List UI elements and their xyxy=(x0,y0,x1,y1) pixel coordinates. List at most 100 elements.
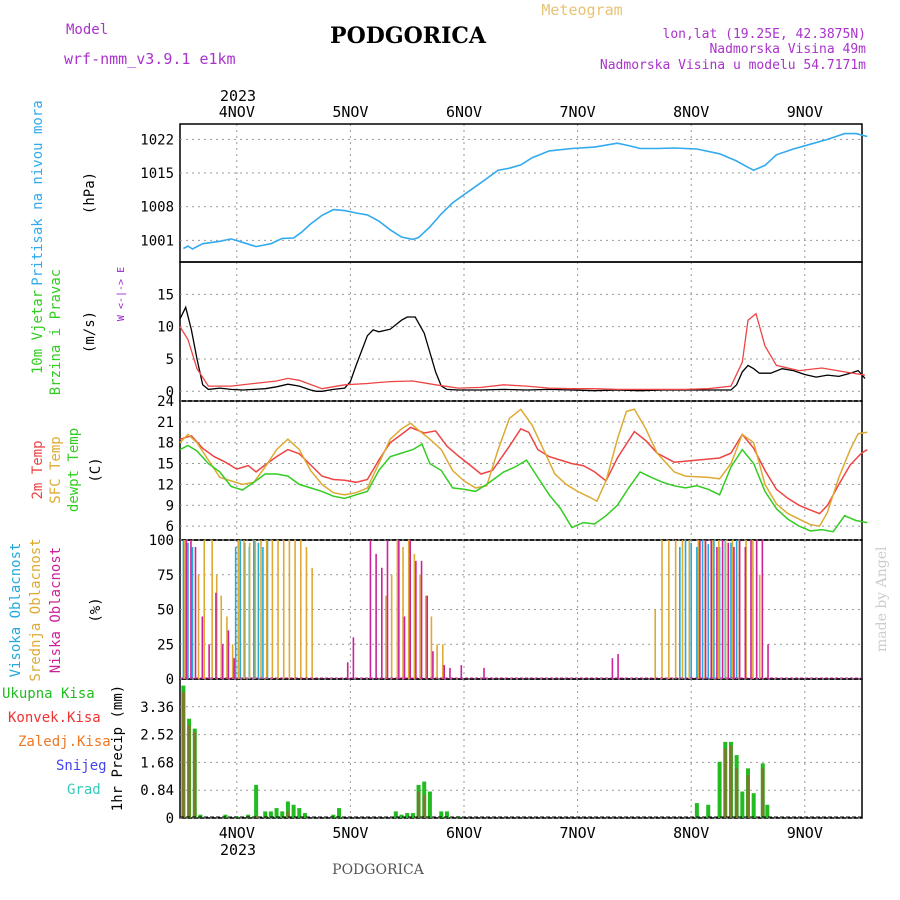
model-label: Model xyxy=(66,22,108,38)
precip-total-bar xyxy=(765,804,770,818)
precip-total-bar xyxy=(263,811,268,818)
precip-legend-entry: Ukupna Kisa xyxy=(2,686,95,702)
bottom-day-label: 5NOV xyxy=(332,824,368,842)
y-tick-label: 24 xyxy=(157,394,174,410)
precip-convective-bar xyxy=(761,768,765,818)
top-day-label: 6NOV xyxy=(446,103,482,121)
precip-total-bar xyxy=(337,808,342,818)
precip-total-bar xyxy=(274,808,279,818)
precip-total-bar xyxy=(331,814,336,818)
y-tick-label: 2.52 xyxy=(140,728,174,744)
cloud-unit-label: (%) xyxy=(88,597,104,622)
model-name: wrf-nmm_v3.9.1 e1km xyxy=(64,50,236,68)
wind-unit-label: (m/s) xyxy=(82,311,98,353)
y-tick-label: 12 xyxy=(157,477,174,493)
y-tick-label: 15 xyxy=(157,457,174,473)
top-year-label: 2023 xyxy=(220,87,256,105)
temp-unit-label: (C) xyxy=(88,457,104,482)
precip-total-bar xyxy=(444,811,449,818)
precip-total-bar xyxy=(223,814,228,818)
y-tick-label: 1022 xyxy=(140,132,174,148)
precip-total-bar xyxy=(740,791,745,818)
pressure-axis-title: Pritisak na nivou mora xyxy=(30,100,46,285)
precip-total-bar xyxy=(751,793,756,818)
precip-convective-bar xyxy=(729,745,733,818)
precip-total-bar xyxy=(717,761,722,818)
precip-total-bar xyxy=(694,803,699,818)
precip-total-bar xyxy=(427,791,432,818)
precip-legend-entry: Zaledj.Kisa xyxy=(18,734,111,750)
pressure-unit-label: (hPa) xyxy=(82,172,98,214)
location-coords: lon,lat (19.25E, 42.3875N) xyxy=(663,27,867,42)
y-tick-label: 100 xyxy=(149,533,174,549)
pressure-series-line xyxy=(183,132,868,250)
y-tick-label: 0 xyxy=(166,672,174,688)
top-day-label: 7NOV xyxy=(560,103,596,121)
precip-convective-bar xyxy=(187,725,191,818)
temp-axis-title-1: 2m Temp xyxy=(30,440,46,499)
y-tick-label: 50 xyxy=(157,603,174,619)
precip-convective-bar xyxy=(193,731,197,818)
bottom-day-label: 4NOV xyxy=(219,824,255,842)
bottom-day-label: 6NOV xyxy=(446,824,482,842)
cloud-axis-title-1: Visoka Oblacnost xyxy=(8,543,24,678)
precip-total-bar xyxy=(393,811,398,818)
precip-total-bar xyxy=(291,804,296,818)
page-title: PODGORICA xyxy=(330,23,487,49)
wind-compass-label: W <-|-> E xyxy=(116,267,127,321)
y-tick-label: 21 xyxy=(157,415,174,431)
precip-convective-bar xyxy=(181,692,185,818)
top-day-label: 9NOV xyxy=(787,103,823,121)
wind-axis-title-2: Brzina i Pravac xyxy=(48,269,64,395)
y-tick-label: 15 xyxy=(157,287,174,303)
y-tick-label: 18 xyxy=(157,436,174,452)
y-tick-label: 1015 xyxy=(140,166,174,182)
station-elevation: Nadmorska Visina 49m xyxy=(709,42,866,57)
y-tick-label: 75 xyxy=(157,568,174,584)
precip-total-bar xyxy=(405,813,410,818)
precip-total-bar xyxy=(297,808,302,818)
y-tick-label: 5 xyxy=(166,352,174,368)
precip-convective-bar xyxy=(735,768,739,818)
chart-subtitle: Meteogram xyxy=(541,1,622,19)
precip-legend-entry: Snijeg xyxy=(56,758,107,774)
precip-axis-title: 1hr Precip (mm) xyxy=(110,685,126,811)
y-tick-label: 9 xyxy=(166,498,174,514)
precip-total-bar xyxy=(198,814,203,818)
y-tick-label: 0 xyxy=(166,384,174,400)
bottom-day-label: 8NOV xyxy=(673,824,709,842)
y-tick-label: 25 xyxy=(157,637,174,653)
top-day-label: 8NOV xyxy=(673,103,709,121)
y-tick-label: 1.68 xyxy=(140,755,174,771)
temp-axis-title-3: dewpt Temp xyxy=(66,428,82,512)
bottom-day-label: 7NOV xyxy=(560,824,596,842)
bottom-day-label: 9NOV xyxy=(787,824,823,842)
cloud-axis-title-2: Srednja Oblacnost xyxy=(28,538,44,681)
panel-frame-pressure xyxy=(179,123,863,263)
model-elevation: Nadmorska Visina u modelu 54.7171m xyxy=(600,58,866,73)
y-tick-label: 1008 xyxy=(140,200,174,216)
precip-convective-bar xyxy=(417,791,421,818)
precip-legend-entry: Konvek.Kisa xyxy=(8,710,101,726)
temp-2m-line xyxy=(179,426,868,515)
y-tick-label: 3.36 xyxy=(140,700,174,716)
precip-convective-bar xyxy=(286,811,290,818)
temp-sfc-line xyxy=(179,408,868,527)
precip-total-bar xyxy=(246,814,251,818)
y-tick-label: 6 xyxy=(166,519,174,535)
precip-convective-bar xyxy=(254,816,258,818)
temp-axis-title-2: SFC Temp xyxy=(48,436,64,503)
precip-total-bar xyxy=(706,804,711,818)
precip-convective-bar xyxy=(422,794,426,818)
precip-convective-bar xyxy=(723,748,727,818)
precip-total-bar xyxy=(302,813,307,818)
cloud-axis-title-3: Niska Oblacnost xyxy=(48,547,64,673)
top-day-label: 5NOV xyxy=(332,103,368,121)
precip-total-bar xyxy=(254,784,259,818)
precip-total-bar xyxy=(280,811,285,818)
wind-speed-line xyxy=(179,305,866,392)
precip-legend-entry: Grad xyxy=(67,782,101,798)
y-tick-label: 0 xyxy=(166,811,174,827)
precip-total-bar xyxy=(439,811,444,818)
